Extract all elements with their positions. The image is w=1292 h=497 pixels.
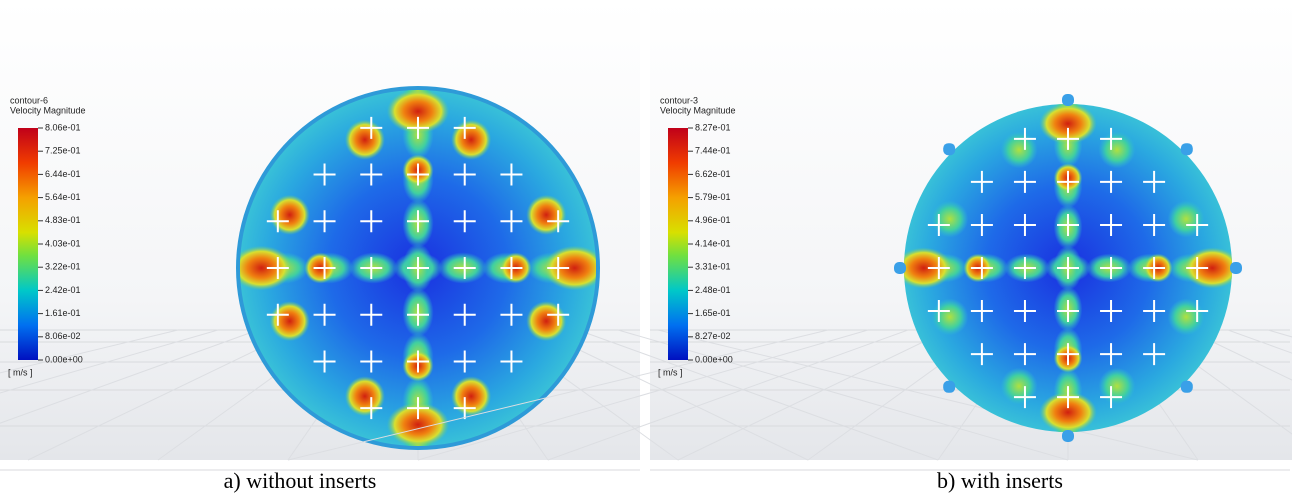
hot-spot	[1099, 368, 1136, 405]
insert-tab	[1062, 94, 1074, 106]
colorbar-label: 7.25e-01	[45, 146, 81, 156]
colorbar-label: 0.00e+00	[45, 354, 83, 364]
hot-spot	[1001, 131, 1038, 168]
insert-tab	[943, 381, 955, 393]
colorbar-label: 6.62e-01	[695, 169, 731, 179]
colorbar-label: 2.42e-01	[45, 285, 81, 295]
colorbar-label: 3.31e-01	[695, 262, 731, 272]
hot-spot	[526, 195, 566, 235]
hot-spot	[931, 299, 968, 336]
colorbar-label: 8.27e-02	[695, 331, 731, 341]
hot-spot	[451, 120, 491, 160]
colorbar-label: 4.83e-01	[45, 215, 81, 225]
colorbar-label: 1.61e-01	[45, 308, 81, 318]
legend-name: contour-3	[660, 95, 698, 105]
colorbar	[668, 128, 688, 360]
colorbar-label: 5.64e-01	[45, 192, 81, 202]
hot-spot	[345, 376, 385, 416]
legend-quantity: Velocity Magnitude	[10, 105, 86, 115]
hot-spot	[526, 301, 566, 341]
hot-spot	[1168, 299, 1205, 336]
colorbar-label: 8.06e-02	[45, 331, 81, 341]
legend-unit: [ m/s ]	[8, 367, 33, 377]
insert-tab	[943, 143, 955, 155]
colorbar-label: 0.00e+00	[695, 354, 733, 364]
legend-quantity: Velocity Magnitude	[660, 105, 736, 115]
colorbar-label: 2.48e-01	[695, 285, 731, 295]
colorbar-label: 3.22e-01	[45, 262, 81, 272]
insert-tab	[1230, 262, 1242, 274]
colorbar-label: 4.03e-01	[45, 238, 81, 248]
hot-spot	[451, 376, 491, 416]
insert-tab	[894, 262, 906, 274]
hot-spot	[1168, 201, 1205, 238]
colorbar-label: 1.65e-01	[695, 308, 731, 318]
colorbar-label: 8.27e-01	[695, 122, 731, 132]
legend-name: contour-6	[10, 95, 48, 105]
colorbar-label: 5.79e-01	[695, 192, 731, 202]
colorbar-label: 7.44e-01	[695, 146, 731, 156]
caption: a) without inserts	[224, 468, 377, 493]
colorbar-label: 4.96e-01	[695, 215, 731, 225]
insert-tab	[1181, 143, 1193, 155]
caption: b) with inserts	[937, 468, 1063, 493]
insert-tab	[1181, 381, 1193, 393]
insert-tab	[1062, 430, 1074, 442]
hot-spot	[345, 120, 385, 160]
hot-spot	[931, 201, 968, 238]
hot-spot	[270, 301, 310, 341]
figure: contour-6Velocity Magnitude8.06e-017.25e…	[0, 0, 1292, 497]
colorbar-label: 4.14e-01	[695, 238, 731, 248]
colorbar-label: 6.44e-01	[45, 169, 81, 179]
hot-spot	[1001, 368, 1038, 405]
colorbar-label: 8.06e-01	[45, 122, 81, 132]
legend-unit: [ m/s ]	[658, 367, 683, 377]
hot-spot	[1099, 131, 1136, 168]
hot-spot	[270, 195, 310, 235]
colorbar	[18, 128, 38, 360]
